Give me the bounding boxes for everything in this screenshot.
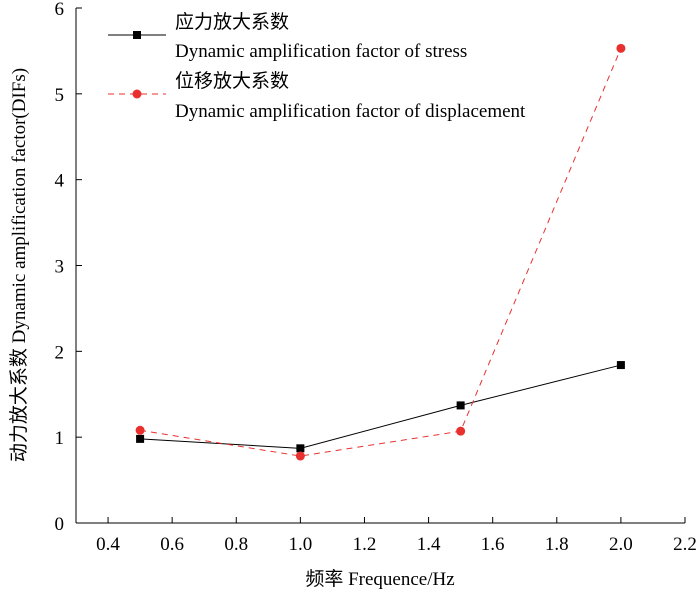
x-tick-label: 1.0 bbox=[288, 534, 312, 555]
legend-stress-label-en: Dynamic amplification factor of stress bbox=[175, 41, 467, 62]
y-tick-label: 5 bbox=[55, 85, 65, 106]
series-layer bbox=[135, 43, 626, 461]
legend-stress-label-cn: 应力放大系数 bbox=[175, 11, 289, 33]
x-axis-title: 频率 Frequence/Hz bbox=[305, 568, 454, 590]
x-tick-label: 0.8 bbox=[224, 534, 248, 555]
series-line-1 bbox=[140, 48, 622, 457]
y-tick-label: 4 bbox=[55, 171, 65, 192]
x-tick-label: 0.6 bbox=[160, 534, 184, 555]
data-point-square bbox=[456, 401, 465, 410]
x-tick-label: 1.8 bbox=[545, 534, 569, 555]
x-tick-label: 2.0 bbox=[609, 534, 633, 555]
legend-stress-marker bbox=[133, 31, 141, 39]
data-point-circle bbox=[135, 425, 145, 435]
x-tick-label: 2.2 bbox=[673, 534, 697, 555]
axes bbox=[75, 8, 685, 524]
data-point-circle bbox=[616, 43, 626, 53]
ticks: 0.4 0.6 0.8 1.0 1.2 1.4 1.6 1.8 2.0 2.2 0 1 2 3 4 5 6 bbox=[55, 0, 697, 555]
y-tick-label: 2 bbox=[55, 342, 65, 363]
x-tick-label: 0.4 bbox=[96, 534, 120, 555]
y-axis-title: 动力放大系数 Dynamic amplification factor(DIFs… bbox=[8, 68, 30, 462]
x-tick-label: 1.2 bbox=[353, 534, 377, 555]
data-point-square bbox=[136, 434, 145, 443]
x-tick-label: 1.6 bbox=[481, 534, 505, 555]
y-tick-label: 0 bbox=[55, 514, 65, 535]
legend-displacement-marker bbox=[132, 89, 142, 99]
data-point-square bbox=[616, 361, 625, 370]
y-tick-label: 1 bbox=[55, 428, 65, 449]
x-tick-label: 1.4 bbox=[417, 534, 441, 555]
data-point-square bbox=[296, 444, 305, 453]
series-line-0 bbox=[140, 364, 622, 449]
legend: 应力放大系数 Dynamic amplification factor of s… bbox=[108, 11, 526, 122]
y-tick-label: 3 bbox=[55, 257, 65, 278]
legend-displacement-label-en: Dynamic amplification factor of displace… bbox=[175, 101, 526, 122]
data-point-circle bbox=[456, 426, 466, 436]
legend-displacement-label-cn: 位移放大系数 bbox=[175, 70, 289, 92]
data-point-circle bbox=[295, 451, 305, 461]
y-tick-label: 6 bbox=[55, 0, 65, 20]
